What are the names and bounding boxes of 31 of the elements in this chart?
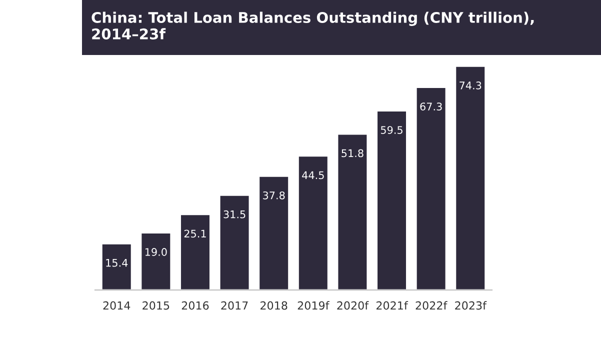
chart-title: China: Total Loan Balances Outstanding (CNY trillion), 2014–23f <box>92 12 534 40</box>
data-label: 25.1 <box>184 230 206 238</box>
data-label: 37.8 <box>263 191 285 200</box>
data-label: 59.5 <box>380 126 402 134</box>
bar <box>415 86 447 290</box>
bar <box>140 232 172 290</box>
bar <box>376 110 408 290</box>
x-tick-label: 2021f <box>376 301 408 310</box>
bar <box>336 133 368 290</box>
data-label: 74.3 <box>460 82 482 90</box>
x-tick-label: 2019f <box>298 301 330 310</box>
x-tick-label: 2017 <box>221 301 248 310</box>
data-label: 19.0 <box>145 248 167 256</box>
x-tick-label: 2018 <box>260 301 288 310</box>
bar <box>100 242 132 290</box>
x-tick-label: 2023f <box>455 301 487 310</box>
bar <box>218 194 250 290</box>
bar <box>180 214 211 290</box>
data-label: 67.3 <box>420 102 442 110</box>
bar <box>258 175 290 290</box>
data-label: 51.8 <box>342 149 364 158</box>
x-tick-label: 2015 <box>142 301 170 310</box>
bar <box>298 155 329 290</box>
data-label: 15.4 <box>106 259 128 267</box>
x-tick-label: 2020f <box>337 301 369 310</box>
x-tick-label: 2014 <box>103 301 130 310</box>
data-label: 31.5 <box>224 210 246 218</box>
x-tick-label: 2022f <box>416 301 448 310</box>
bar <box>454 66 486 290</box>
data-label: 44.5 <box>302 171 324 180</box>
x-tick-label: 2016 <box>182 301 209 310</box>
